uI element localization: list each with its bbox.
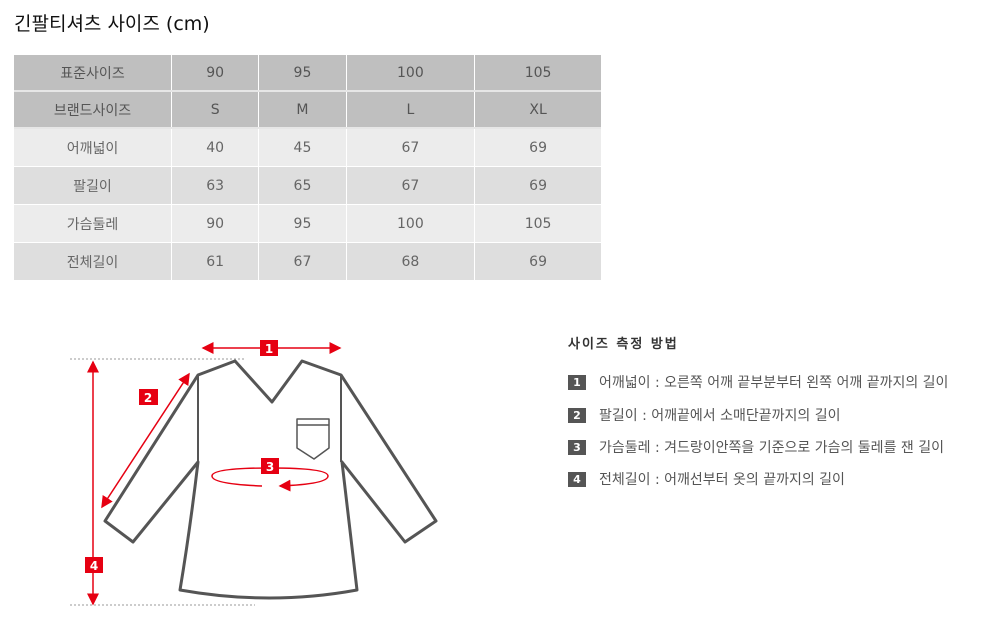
number-badge: 2: [568, 407, 586, 423]
number-badge: 4: [568, 471, 586, 487]
number-badge: 3: [568, 439, 586, 455]
row-label: 전체길이: [14, 242, 172, 281]
header-cell: 100: [345, 55, 475, 92]
method-text: 팔길이 : 어깨끝에서 소매단끝까지의 길이: [599, 408, 841, 424]
row-label: 팔길이: [14, 166, 172, 205]
cell: 67: [258, 242, 347, 281]
header-cell: S: [170, 91, 259, 129]
cell: 45: [258, 128, 347, 167]
guide-lines: [70, 358, 255, 606]
table-row: 가슴둘레 90 95 100 105: [14, 204, 601, 243]
method-item: 3 가슴둘레 : 겨드랑이안쪽을 기준으로 가슴의 둘레를 잰 길이: [568, 437, 944, 457]
cell: 90: [170, 204, 259, 243]
method-text: 가슴둘레 : 겨드랑이안쪽을 기준으로 가슴의 둘레를 잰 길이: [599, 440, 944, 456]
cell: 68: [345, 242, 475, 281]
cell: 61: [170, 242, 259, 281]
header-cell: 90: [170, 55, 259, 92]
cell: 67: [345, 166, 475, 205]
table-row: 전체길이 61 67 68 69: [14, 242, 601, 281]
cell: 40: [170, 128, 259, 167]
svg-text:3: 3: [266, 460, 274, 474]
cell: 67: [345, 128, 475, 167]
method-item: 1 어깨넓이 : 오른쪽 어깨 끝부분부터 왼쪽 어깨 끝까지의 길이: [568, 372, 948, 392]
method-item: 4 전체길이 : 어깨선부터 옷의 끝까지의 길이: [568, 469, 845, 489]
header-cell: 표준사이즈: [14, 55, 172, 92]
svg-text:2: 2: [144, 391, 152, 405]
table-row: 팔길이 63 65 67 69: [14, 166, 601, 205]
svg-text:1: 1: [265, 342, 273, 356]
page-title: 긴팔티셔츠 사이즈 (cm): [14, 13, 210, 35]
number-badge: 1: [568, 374, 586, 390]
cell: 69: [474, 242, 601, 281]
measure-label-3: 3: [261, 458, 279, 474]
header-cell: 브랜드사이즈: [14, 91, 172, 129]
svg-text:4: 4: [90, 559, 98, 573]
header-cell: XL: [474, 91, 601, 129]
header-row-brand: 브랜드사이즈 S M L XL: [14, 91, 601, 129]
header-row-standard: 표준사이즈 90 95 100 105: [14, 55, 601, 92]
shirt-outline-icon: [103, 359, 438, 600]
cell: 63: [170, 166, 259, 205]
measure-label-1: 1: [260, 340, 278, 356]
size-table: 표준사이즈 90 95 100 105 브랜드사이즈 S M L XL 어깨넓이…: [14, 55, 601, 281]
method-item: 2 팔길이 : 어깨끝에서 소매단끝까지의 길이: [568, 405, 840, 425]
header-cell: M: [258, 91, 347, 129]
row-label: 어깨넓이: [14, 128, 172, 167]
header-cell: 95: [258, 55, 347, 92]
cell: 100: [345, 204, 475, 243]
method-text: 전체길이 : 어깨선부터 옷의 끝까지의 길이: [599, 472, 845, 488]
method-title: 사이즈 측정 방법: [568, 337, 679, 352]
measure-label-2: 2: [139, 389, 158, 405]
header-cell: 105: [474, 55, 601, 92]
cell: 69: [474, 128, 601, 167]
cell: 105: [474, 204, 601, 243]
measure-label-4: 4: [85, 557, 103, 573]
sleeve-length-arrow: [101, 372, 190, 509]
table-row: 어깨넓이 40 45 67 69: [14, 128, 601, 167]
row-label: 가슴둘레: [14, 204, 172, 243]
header-cell: L: [345, 91, 475, 129]
cell: 69: [474, 166, 601, 205]
cell: 95: [258, 204, 347, 243]
cell: 65: [258, 166, 347, 205]
method-text: 어깨넓이 : 오른쪽 어깨 끝부분부터 왼쪽 어깨 끝까지의 길이: [599, 375, 949, 391]
